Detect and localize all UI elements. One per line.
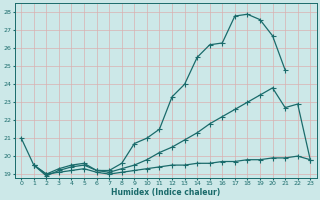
X-axis label: Humidex (Indice chaleur): Humidex (Indice chaleur) <box>111 188 220 197</box>
